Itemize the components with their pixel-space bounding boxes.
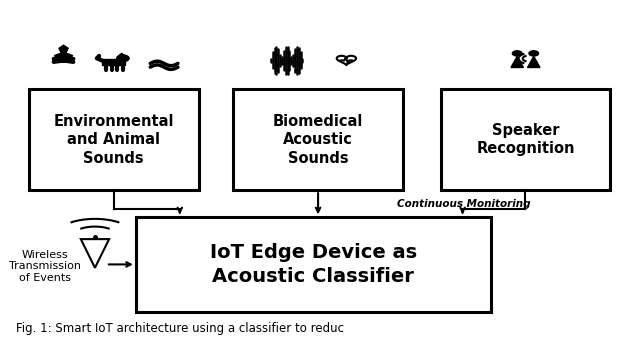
FancyBboxPatch shape bbox=[233, 89, 403, 190]
Circle shape bbox=[529, 51, 539, 56]
Text: Speaker
Recognition: Speaker Recognition bbox=[476, 123, 575, 156]
Circle shape bbox=[116, 55, 129, 62]
Bar bbox=[102, 59, 125, 65]
Text: Biomedical
Acoustic
Sounds: Biomedical Acoustic Sounds bbox=[273, 114, 364, 166]
Text: IoT Edge Device as
Acoustic Classifier: IoT Edge Device as Acoustic Classifier bbox=[210, 243, 417, 286]
Polygon shape bbox=[527, 56, 540, 67]
Polygon shape bbox=[511, 56, 524, 67]
Text: Fig. 1: Smart IoT architecture using a classifier to reduc: Fig. 1: Smart IoT architecture using a c… bbox=[17, 322, 344, 335]
FancyBboxPatch shape bbox=[29, 89, 198, 190]
Text: Environmental
and Animal
Sounds: Environmental and Animal Sounds bbox=[54, 114, 174, 166]
Text: Wireless
Transmission
of Events: Wireless Transmission of Events bbox=[9, 250, 81, 283]
FancyBboxPatch shape bbox=[136, 217, 491, 312]
Polygon shape bbox=[54, 45, 72, 61]
Circle shape bbox=[61, 60, 65, 63]
FancyBboxPatch shape bbox=[440, 89, 611, 190]
Circle shape bbox=[513, 51, 522, 56]
Text: Continuous Monitoring: Continuous Monitoring bbox=[397, 199, 530, 209]
Circle shape bbox=[58, 60, 61, 63]
Polygon shape bbox=[118, 53, 125, 56]
Circle shape bbox=[65, 60, 70, 63]
